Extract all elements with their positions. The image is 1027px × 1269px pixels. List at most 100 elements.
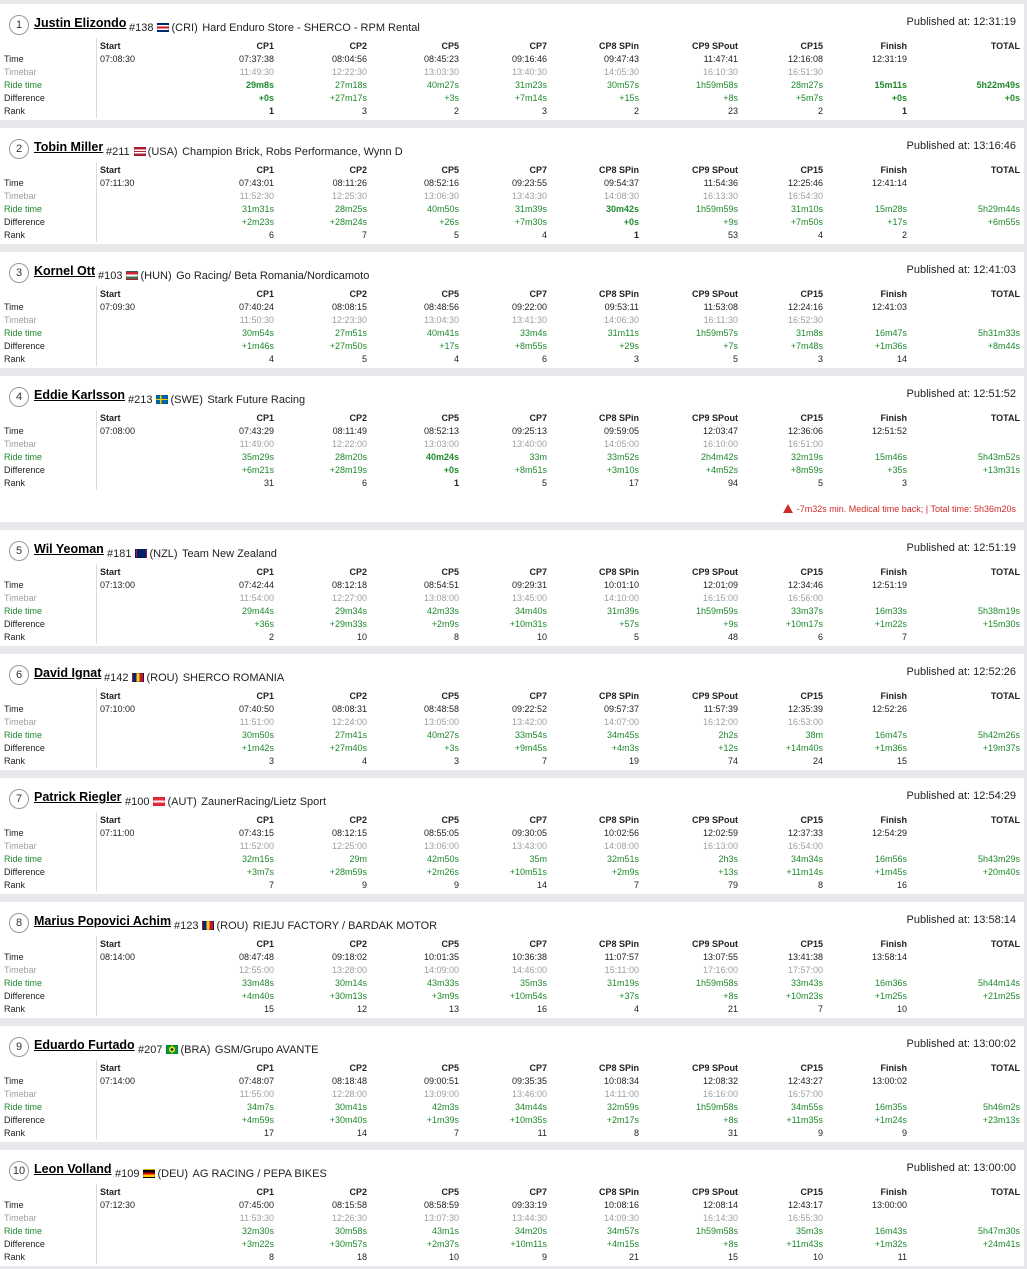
rider-name[interactable]: Tobin Miller [34, 140, 104, 154]
column-header: CP15 [800, 413, 823, 423]
ride-time-cell: 16m35s [874, 1102, 907, 1112]
rider-meta: #100 (AUT) ZaunerRacing/Lietz Sport [125, 792, 326, 810]
column-header: CP5 [441, 289, 459, 299]
rider-name[interactable]: David Ignat [34, 666, 102, 680]
rank-cell: 16 [896, 880, 907, 890]
time-cell: 09:23:55 [511, 178, 547, 188]
difference-cell: +7s [723, 341, 738, 351]
team-name: Go Racing/ Beta Romania/Nordicamoto [176, 270, 370, 282]
row-label-time: Time [4, 302, 24, 312]
rider-name-link[interactable]: Marius Popovici Achim [34, 914, 171, 928]
time-cell: 09:22:52 [511, 704, 547, 714]
rider-name[interactable]: Patrick Riegler [34, 790, 122, 804]
start-time: 07:13:00 [100, 580, 136, 590]
timebar-cell: 16:54:30 [787, 191, 823, 201]
rider-name[interactable]: Leon Volland [34, 1162, 112, 1176]
rank-cell: 18 [356, 1252, 367, 1262]
timebar-cell: 16:55:30 [787, 1213, 823, 1223]
country-flag-icon [135, 549, 148, 558]
rank-cell: 15 [896, 756, 907, 766]
ride-time-cell: 30m42s [605, 204, 639, 214]
difference-cell: +8m59s [790, 465, 823, 475]
rank-cell: 15 [263, 1004, 274, 1014]
rider-name-link[interactable]: Wil Yeoman [34, 542, 104, 556]
difference-cell: +2m23s [241, 217, 274, 227]
time-cell: 09:22:00 [511, 302, 547, 312]
position-badge: 1 [9, 15, 29, 35]
difference-cell: +30m57s [329, 1239, 367, 1249]
time-cell: 11:53:08 [703, 302, 738, 312]
timebar-cell: 13:42:00 [511, 717, 547, 727]
rank-cell: 10 [448, 1252, 459, 1262]
bib-number: #100 [125, 796, 150, 808]
ride-time-cell: 35m [529, 854, 547, 864]
difference-cell: +9m45s [514, 743, 547, 753]
time-cell: 11:54:36 [703, 178, 738, 188]
rider-name[interactable]: Eduardo Furtado [34, 1038, 135, 1052]
rider-name-link[interactable]: Leon Volland [34, 1162, 112, 1176]
row-label-timebar: Timebar [4, 593, 37, 603]
difference-cell: +26s [439, 217, 459, 227]
difference-cell: +10m31s [509, 619, 547, 629]
timebar-cell: 16:10:00 [702, 439, 738, 449]
rider-name-link[interactable]: Justin Elizondo [34, 16, 126, 30]
column-header: Finish [880, 1187, 908, 1197]
published-value: 13:16:46 [973, 140, 1016, 152]
rider-name[interactable]: Kornel Ott [34, 264, 96, 278]
country-code: (DEU) [157, 1168, 189, 1180]
ride-time-cell: 34m45s [606, 730, 639, 740]
ride-time-cell: 1h59m59s [695, 204, 738, 214]
timebar-cell: 12:25:00 [331, 841, 367, 851]
time-cell: 08:58:59 [423, 1200, 459, 1210]
rider-name-link[interactable]: Eddie Karlsson [34, 388, 125, 402]
rank-cell: 31 [263, 478, 274, 488]
rider-name[interactable]: Justin Elizondo [34, 16, 127, 30]
time-cell: 07:40:24 [238, 302, 274, 312]
time-cell: 09:30:05 [511, 828, 547, 838]
difference-cell: +8m51s [514, 465, 547, 475]
difference-cell: +17s [439, 341, 459, 351]
rider-name-link[interactable]: Kornel Ott [34, 264, 95, 278]
rider-name[interactable]: Eddie Karlsson [34, 388, 125, 402]
time-cell: 12:24:16 [787, 302, 823, 312]
column-header: CP9 SPout [691, 1063, 738, 1073]
start-time: 07:12:30 [100, 1200, 136, 1210]
ride-time-cell: 2h2s [718, 730, 738, 740]
column-header: Start [100, 691, 121, 701]
ride-time-cell: 29m8s [245, 80, 274, 90]
rider-name[interactable]: Wil Yeoman [34, 542, 104, 556]
rank-cell: 12 [356, 1004, 367, 1014]
time-cell: 12:54:29 [871, 828, 907, 838]
row-label-rank: Rank [4, 478, 26, 488]
column-header: CP1 [256, 939, 274, 949]
timebar-cell: 12:22:30 [331, 67, 367, 77]
ride-time-cell: 32m15s [241, 854, 274, 864]
rank-cell: 1 [453, 478, 459, 488]
rank-cell: 5 [732, 354, 738, 364]
rider-name-link[interactable]: Tobin Miller [34, 140, 103, 154]
rider-name-link[interactable]: Eduardo Furtado [34, 1038, 135, 1052]
row-label-time: Time [4, 1200, 24, 1210]
ride-time-cell: 28m20s [334, 452, 367, 462]
rider-name-link[interactable]: David Ignat [34, 666, 101, 680]
rider-card: 8 Marius Popovici Achim #123 (ROU) RIEJU FA… [0, 902, 1024, 1018]
rank-cell: 8 [268, 1252, 274, 1262]
published-value: 12:54:29 [973, 790, 1016, 802]
timebar-cell: 13:06:30 [423, 191, 459, 201]
difference-cell: +29s [619, 341, 639, 351]
rider-name[interactable]: Marius Popovici Achim [34, 914, 172, 928]
rank-cell: 31 [727, 1128, 738, 1138]
rank-cell: 24 [812, 756, 823, 766]
row-label-rank: Rank [4, 756, 26, 766]
rank-cell: 9 [361, 880, 367, 890]
rider-header: 1 Justin Elizondo #138 (CRI) Hard Enduro St… [0, 4, 1024, 35]
difference-cell: +27m50s [329, 341, 367, 351]
rider-meta: #207 (BRA) GSM/Grupo AVANTE [138, 1040, 318, 1058]
rider-name-link[interactable]: Patrick Riegler [34, 790, 122, 804]
difference-cell: +2m37s [426, 1239, 459, 1249]
time-cell: 08:48:58 [423, 704, 459, 714]
difference-cell: +13m31s [982, 465, 1020, 475]
column-header: Finish [880, 691, 908, 701]
published-time: Published at: 13:58:14 [907, 914, 1017, 926]
time-cell: 09:33:19 [511, 1200, 547, 1210]
